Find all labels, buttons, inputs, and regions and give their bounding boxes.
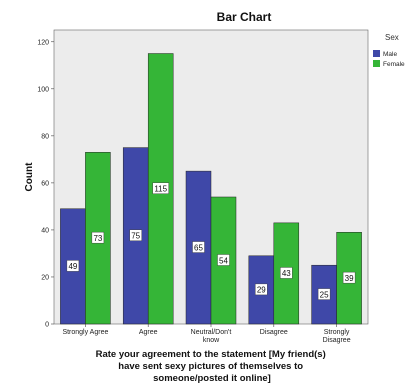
data-label: 75 [131, 232, 140, 241]
legend-swatch-female [373, 60, 380, 67]
data-label: 49 [68, 262, 77, 271]
x-axis-label: Rate your agreement to the statement [My… [96, 349, 329, 384]
x-tick-label: Agree [139, 329, 158, 336]
data-label-box [152, 182, 169, 194]
data-label-box [217, 254, 230, 266]
y-tick-label: 80 [41, 133, 49, 140]
x-tick-label: Strongly [324, 329, 350, 336]
y-axis: 0 20 40 60 80 100 120 [37, 39, 54, 329]
bars: 49 73 75 115 65 54 29 43 25 39 [60, 53, 362, 325]
data-label: 73 [93, 234, 102, 243]
x-axis-label-line: someone/posted it online] [153, 373, 271, 384]
data-label: 54 [219, 256, 228, 265]
y-tick-label: 60 [41, 180, 49, 187]
legend-label-female: Female [383, 61, 405, 68]
data-label: 29 [257, 286, 266, 295]
data-label-box [342, 271, 356, 284]
legend-label-male: Male [383, 51, 397, 58]
data-label-box [280, 267, 293, 279]
chart-title: Bar Chart [217, 10, 272, 24]
x-tick-label: know [203, 337, 220, 344]
x-tick-label: Strongly Agree [62, 329, 108, 336]
legend-swatch-male [373, 50, 380, 57]
x-axis-label-line: have sent sexy pictures of themselves to [118, 361, 303, 372]
data-label-box [317, 288, 331, 300]
data-label: 65 [194, 243, 203, 252]
data-label-box [91, 231, 105, 244]
data-label: 115 [154, 185, 167, 194]
data-label-box [66, 260, 80, 272]
x-tick-label: Disagree [260, 329, 288, 336]
data-label: 25 [320, 290, 329, 299]
y-tick-label: 20 [41, 274, 49, 281]
data-label: 39 [345, 274, 354, 283]
data-label-box [255, 283, 268, 296]
data-label-box [192, 241, 205, 253]
legend: Sex Male Female [373, 33, 405, 68]
data-label: 43 [282, 269, 291, 278]
bar-female [147, 53, 174, 325]
x-axis-label-line: Rate your agreement to the statement [My… [96, 349, 326, 360]
data-label-box [129, 229, 142, 242]
y-tick-label: 0 [45, 322, 49, 329]
y-tick-label: 100 [37, 86, 49, 93]
x-tick-label: Disagree [323, 337, 351, 344]
x-tick-label: Neutral/Don't [191, 329, 232, 336]
y-tick-label: 40 [41, 227, 49, 234]
legend-title: Sex [385, 33, 399, 42]
y-tick-label: 120 [37, 39, 49, 46]
y-axis-label: Count [24, 162, 35, 192]
